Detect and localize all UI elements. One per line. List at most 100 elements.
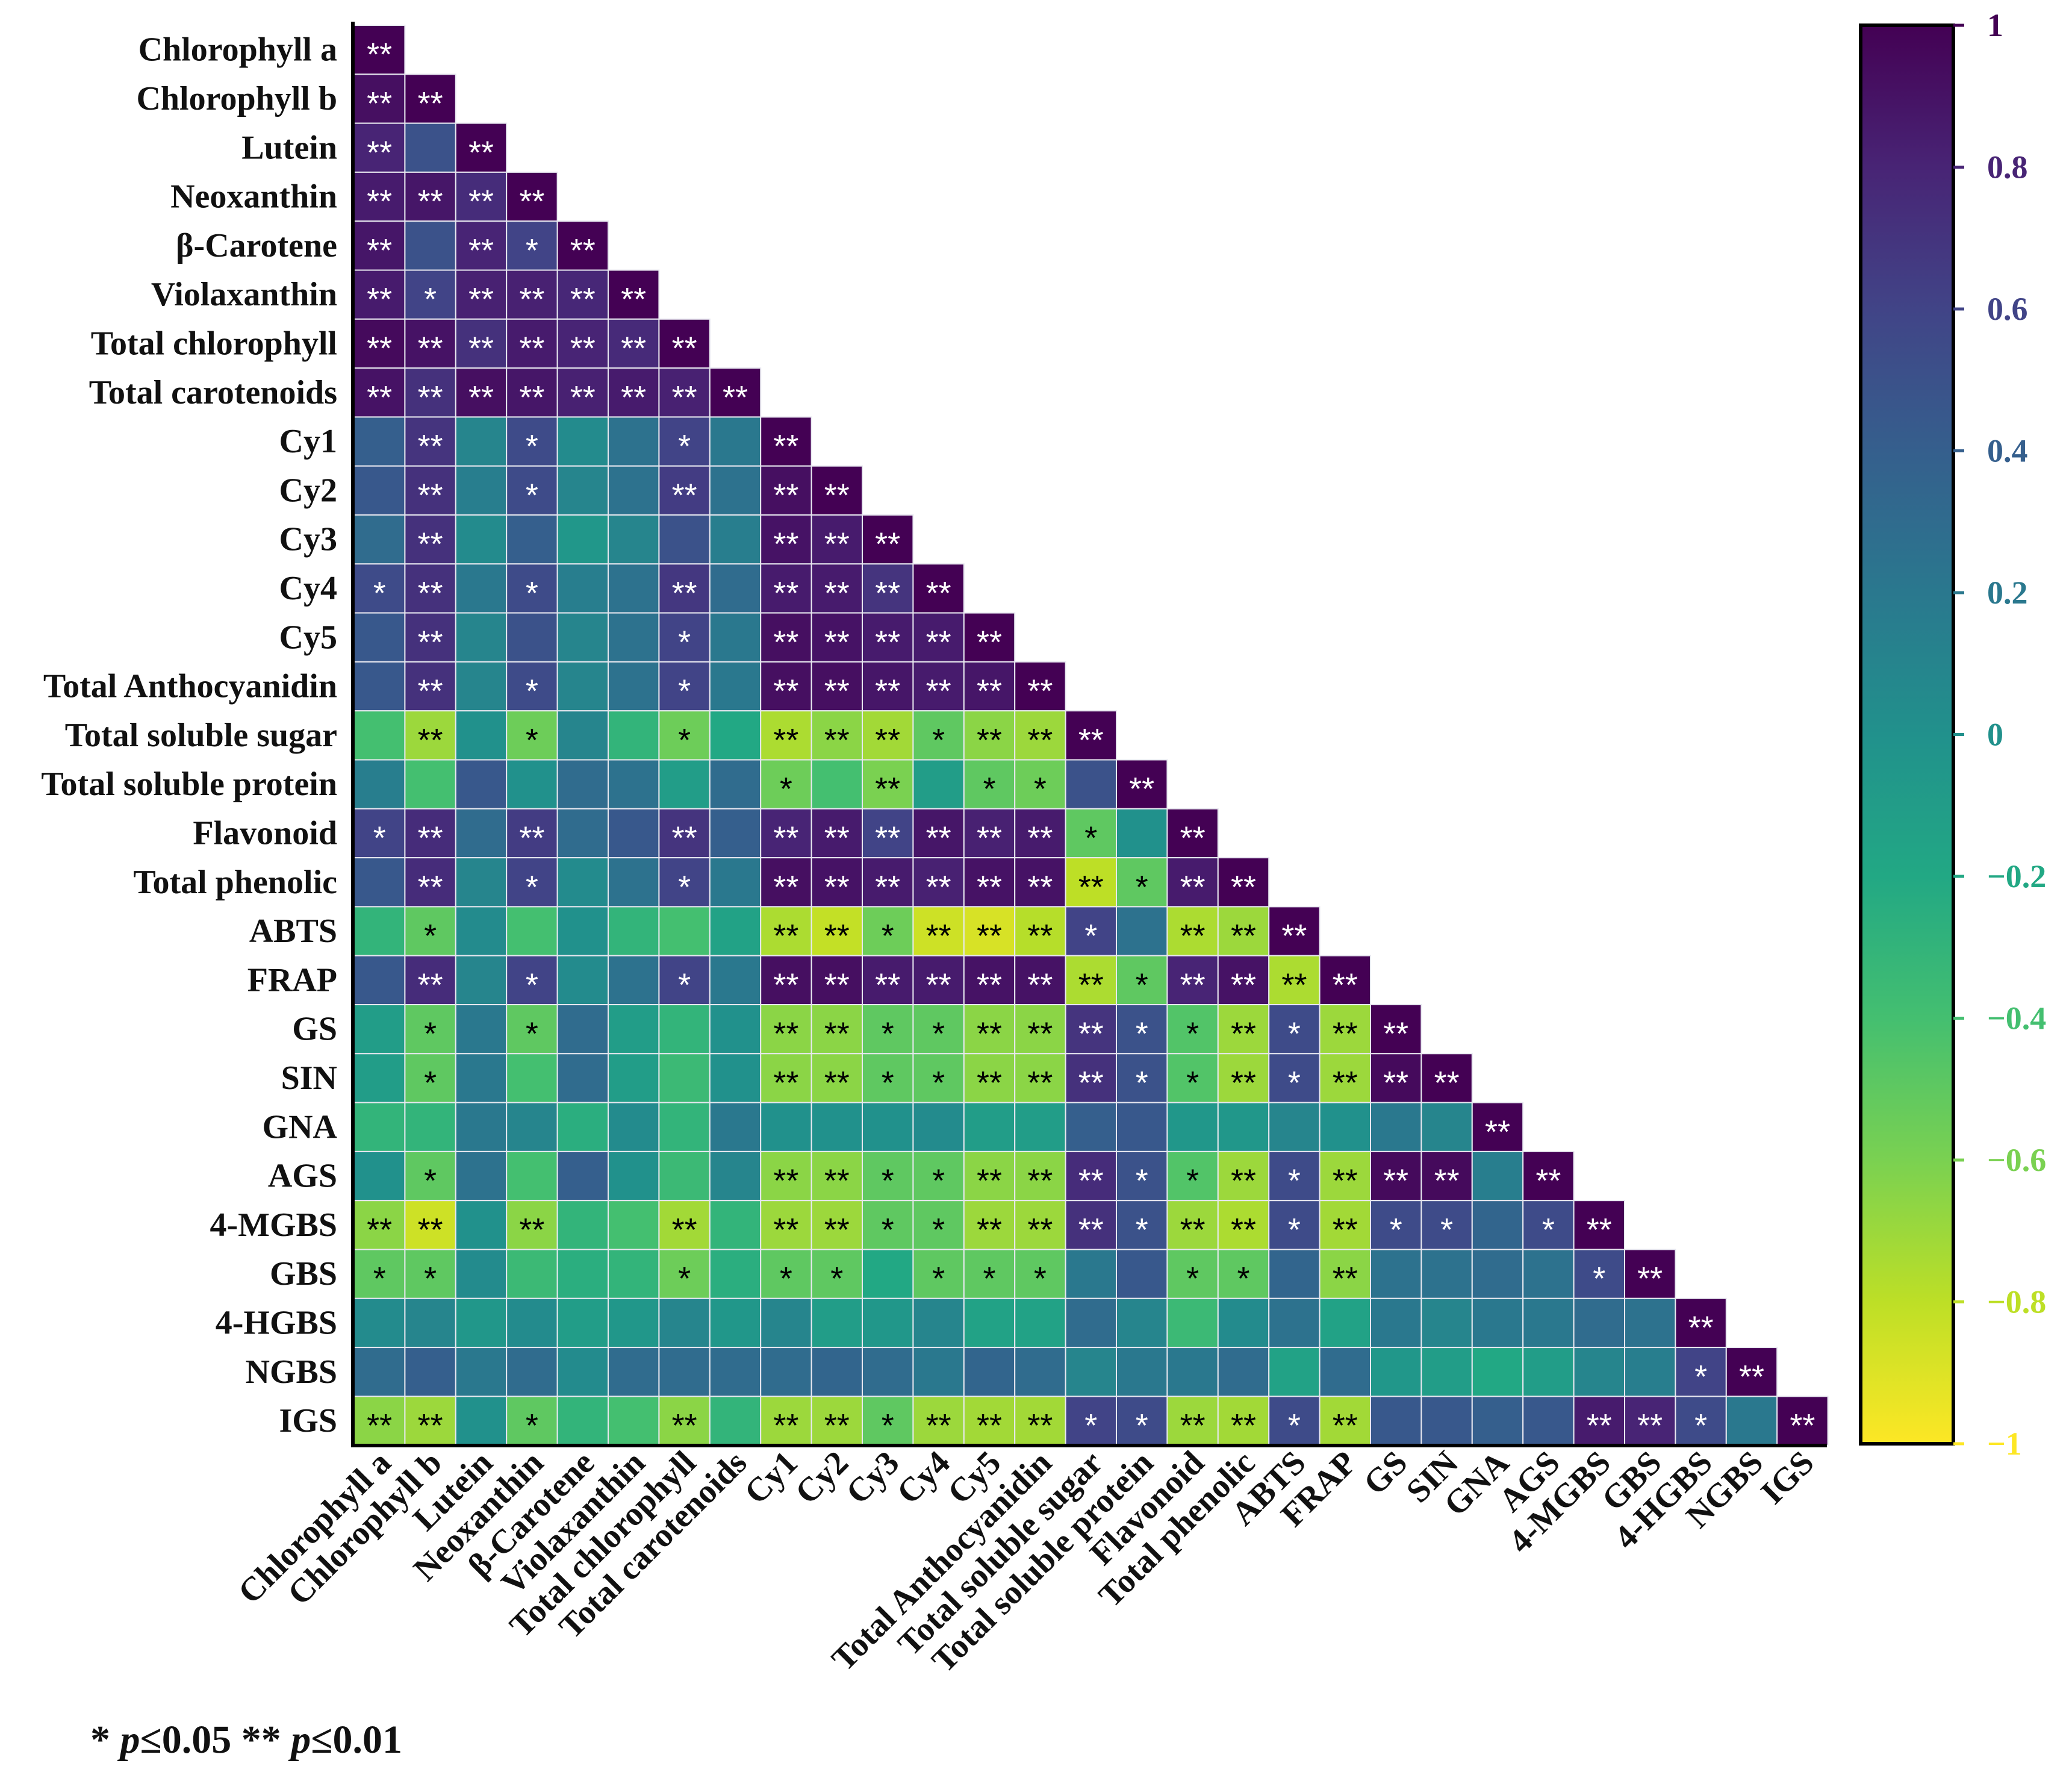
heatmap-cell — [912, 1150, 965, 1202]
significance-mark: ** — [977, 1163, 1002, 1199]
significance-mark: ** — [1180, 918, 1206, 954]
significance-mark: ** — [977, 1212, 1002, 1248]
significance-mark: ** — [1333, 1212, 1358, 1248]
significance-mark: ** — [926, 918, 951, 954]
heatmap-cell — [658, 710, 711, 761]
heatmap-cell — [1370, 1249, 1422, 1299]
significance-mark: * — [526, 869, 538, 905]
heatmap-cell — [1471, 1200, 1524, 1250]
significance-mark: ** — [1027, 918, 1053, 954]
significance-mark: ** — [1027, 673, 1053, 710]
heatmap-cell — [506, 1102, 558, 1152]
significance-mark: ** — [418, 967, 443, 1003]
significance-mark: * — [678, 673, 691, 710]
significance-mark: * — [1136, 1408, 1148, 1444]
significance-mark: * — [526, 575, 538, 611]
heatmap-cell — [404, 808, 456, 859]
heatmap-cell — [1573, 1200, 1626, 1250]
significance-mark: * — [830, 1261, 843, 1297]
heatmap-cell — [353, 710, 406, 761]
heatmap-cell — [1268, 1102, 1321, 1152]
heatmap-cell — [556, 1347, 609, 1397]
heatmap-cell — [760, 1347, 812, 1397]
heatmap-cell — [1522, 1150, 1575, 1202]
heatmap-cell — [1675, 1396, 1727, 1446]
row-label: SIN — [281, 1059, 337, 1097]
significance-mark: * — [678, 869, 691, 905]
significance-mark: ** — [1383, 1016, 1408, 1052]
heatmap-cell — [912, 906, 965, 956]
heatmap-cell — [963, 661, 1016, 712]
significance-mark: * — [882, 1212, 894, 1248]
significance-mark: ** — [418, 477, 443, 513]
heatmap-cell — [353, 1150, 406, 1202]
heatmap-cell — [760, 710, 812, 761]
heatmap-cell — [1522, 1249, 1575, 1299]
heatmap-cell — [556, 710, 609, 761]
significance-mark: ** — [1383, 1065, 1408, 1101]
heatmap-cell — [1014, 759, 1066, 810]
heatmap-cell — [658, 1347, 711, 1397]
heatmap-cell — [862, 857, 914, 908]
heatmap-cell — [709, 1297, 762, 1349]
significance-mark: * — [678, 428, 691, 464]
significance-mark: ** — [367, 1408, 392, 1444]
significance-mark: ** — [367, 184, 392, 220]
significance-mark: ** — [1739, 1359, 1764, 1395]
row-label: Flavonoid — [193, 814, 337, 852]
significance-mark: * — [678, 1261, 691, 1297]
heatmap-cell — [506, 269, 558, 320]
colorbar-tick-label: 0.2 — [1987, 575, 2028, 611]
heatmap-cell — [506, 759, 558, 810]
colorbar-ticks: 1 0.8 0.6 0.4 0.2 0 −0.2 −0.4 −0.6 −0.8 −1 — [1953, 7, 2046, 1462]
significance-mark: * — [932, 1016, 945, 1052]
heatmap-cell — [1268, 906, 1321, 956]
significance-mark: ** — [1637, 1408, 1663, 1444]
heatmap-cell — [658, 1102, 711, 1152]
heatmap-cell — [556, 563, 609, 614]
row-label: Cy3 — [279, 521, 337, 558]
heatmap-cell — [1268, 1249, 1321, 1299]
heatmap-cell — [404, 122, 456, 173]
heatmap-cell — [455, 906, 508, 956]
significance-mark: ** — [418, 428, 443, 464]
heatmap-cell — [1116, 1102, 1168, 1152]
heatmap-cell — [556, 906, 609, 956]
significance-mark: * — [1136, 1163, 1148, 1199]
heatmap-cell — [1116, 1347, 1168, 1397]
significance-mark: * — [526, 722, 538, 758]
row-label: GBS — [270, 1255, 337, 1293]
heatmap-cell — [1014, 1396, 1066, 1446]
heatmap-cell — [404, 612, 456, 663]
heatmap-cell — [963, 1347, 1016, 1397]
heatmap-cell — [1065, 857, 1117, 908]
heatmap-cell — [455, 269, 508, 320]
colorbar-tick-label: 0.4 — [1987, 433, 2028, 469]
heatmap-cell — [455, 1200, 508, 1250]
heatmap-cell — [1420, 1102, 1473, 1152]
significance-mark: ** — [875, 575, 900, 611]
significance-mark: ** — [875, 967, 900, 1003]
significance-mark: ** — [519, 281, 544, 317]
significance-mark: ** — [773, 1212, 798, 1248]
significance-mark: ** — [1078, 1212, 1104, 1248]
significance-mark: ** — [773, 1408, 798, 1444]
footnote-star1: * — [90, 1718, 110, 1762]
heatmap-cell — [556, 808, 609, 859]
significance-mark: ** — [824, 1065, 850, 1101]
heatmap-cell — [556, 1150, 609, 1202]
row-label: FRAP — [247, 961, 337, 999]
heatmap-cell — [353, 1102, 406, 1152]
heatmap-cell — [1065, 1297, 1117, 1349]
heatmap-cell — [455, 1150, 508, 1202]
significance-mark: ** — [672, 575, 697, 611]
significance-mark: ** — [1027, 967, 1053, 1003]
significance-mark: * — [1084, 1408, 1097, 1444]
heatmap-cell — [455, 710, 508, 761]
heatmap-cell — [1166, 1200, 1219, 1250]
significance-mark: ** — [418, 1212, 443, 1248]
colorbar-gradient — [1859, 23, 1955, 1446]
significance-mark: ** — [1383, 1163, 1408, 1199]
heatmap-cell — [608, 710, 660, 761]
heatmap-cell — [760, 1200, 812, 1250]
